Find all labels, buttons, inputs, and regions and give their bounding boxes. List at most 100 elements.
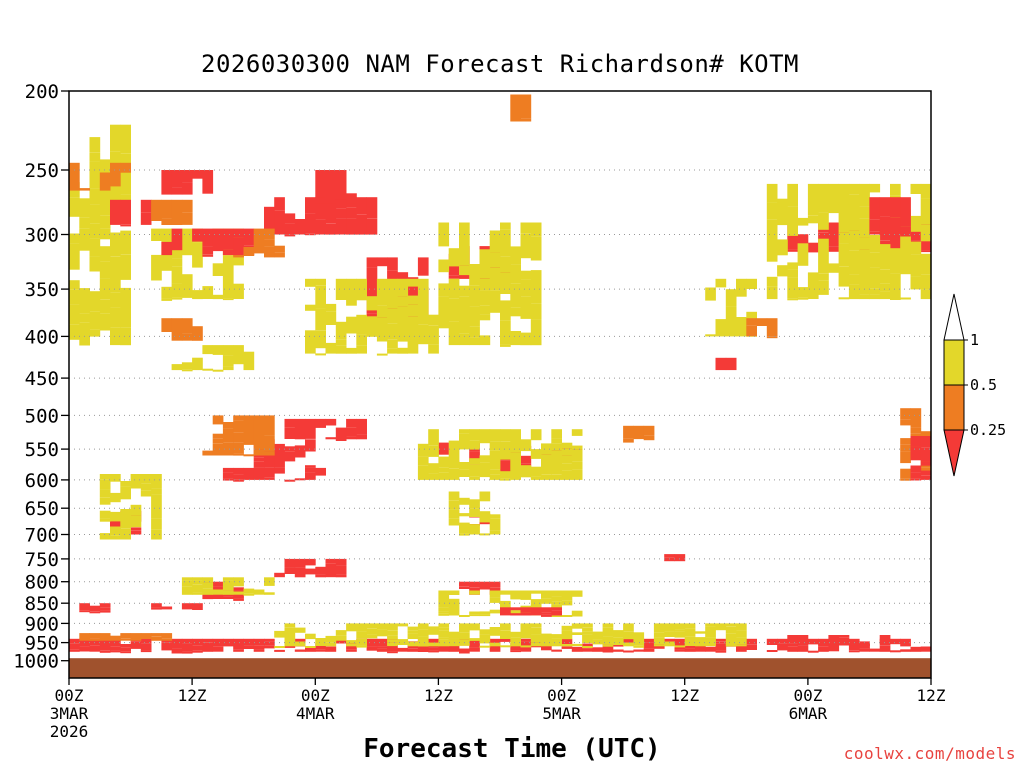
heatmap-cell — [879, 635, 891, 644]
heatmap-cell — [417, 623, 429, 629]
y-tick-label: 650 — [25, 498, 59, 520]
heatmap-cell — [428, 449, 439, 457]
heatmap-cell — [448, 631, 460, 639]
heatmap-cell — [335, 278, 347, 300]
heatmap-cell — [500, 630, 511, 639]
heatmap-cell — [479, 611, 491, 615]
heatmap-cell — [787, 646, 798, 652]
heatmap-cell — [110, 646, 121, 651]
heatmap-cell — [110, 256, 121, 270]
heatmap-cell — [489, 429, 501, 442]
heatmap-cell — [571, 610, 583, 615]
heatmap-cell — [541, 474, 552, 480]
heatmap-cell — [438, 598, 450, 608]
heatmap-cell — [479, 314, 491, 321]
heatmap-cell — [120, 224, 131, 227]
heatmap-cell — [489, 638, 501, 646]
heatmap-cell — [171, 187, 183, 195]
heatmap-cell — [264, 206, 275, 235]
heatmap-cell — [541, 633, 552, 640]
heatmap-cell — [643, 643, 655, 649]
heatmap-cell — [335, 199, 347, 204]
heatmap-cell — [294, 478, 306, 481]
heatmap-cell — [356, 314, 367, 335]
heatmap-cell — [530, 289, 542, 304]
heatmap-cell — [243, 588, 255, 594]
y-tick-label: 800 — [25, 572, 59, 594]
heatmap-cell — [551, 601, 562, 605]
heatmap-cell — [89, 329, 101, 337]
heatmap-cell — [202, 577, 214, 583]
heatmap-cell — [305, 346, 316, 354]
heatmap-cell — [171, 648, 183, 652]
heatmap-cell — [489, 531, 501, 535]
x-tick-label: 12Z — [424, 686, 453, 705]
heatmap-cell — [99, 610, 111, 613]
credit-text[interactable]: coolwx.com/models — [843, 744, 1016, 763]
axes: 200 250 300 350 400 450 500 550 600 650 7007508008… — [13, 81, 946, 741]
heatmap-cell — [407, 648, 419, 652]
heatmap-cell — [417, 650, 429, 652]
heatmap-cell — [264, 415, 275, 425]
heatmap-cell — [171, 248, 183, 259]
heatmap-cell — [489, 469, 501, 475]
heatmap-cell — [541, 607, 552, 613]
heatmap-cell — [222, 442, 234, 456]
heatmap-cell — [530, 429, 542, 441]
heatmap-cell — [387, 639, 398, 643]
heatmap-cell — [848, 643, 860, 646]
heatmap-cell — [428, 642, 439, 647]
heatmap-cell — [407, 278, 419, 287]
heatmap-cell — [551, 450, 562, 463]
heatmap-cell — [612, 649, 624, 652]
heatmap-cell — [417, 324, 429, 345]
heatmap-cell — [890, 197, 901, 218]
heatmap-cell — [233, 479, 244, 482]
heatmap-cell — [305, 304, 316, 311]
heatmap-cell — [459, 222, 470, 240]
heatmap-cell — [561, 615, 573, 617]
heatmap-cell — [335, 439, 347, 441]
heatmap-cell — [725, 289, 737, 307]
heatmap-cell — [120, 254, 131, 280]
heatmap-cell — [766, 202, 778, 220]
heatmap-cell — [541, 639, 552, 647]
heatmap-cell — [315, 566, 326, 575]
heatmap-cell — [848, 183, 860, 195]
heatmap-cell — [766, 318, 778, 337]
heatmap-cell — [530, 607, 542, 611]
heatmap-cell — [99, 638, 111, 646]
heatmap-cell — [274, 443, 285, 458]
heatmap-cell — [602, 623, 614, 628]
heatmap-cell — [715, 650, 727, 653]
heatmap-cell — [79, 603, 90, 611]
heatmap-cell — [469, 337, 480, 346]
heatmap-cell — [500, 467, 511, 473]
heatmap-cell — [725, 633, 737, 642]
heatmap-cell — [99, 246, 111, 261]
heatmap-cell — [233, 255, 244, 258]
heatmap-cell — [797, 297, 809, 300]
heatmap-cell — [469, 458, 480, 465]
heatmap-cell — [376, 257, 388, 267]
heatmap-cell — [356, 623, 367, 632]
heatmap-cell — [89, 188, 101, 205]
heatmap-cell — [233, 345, 244, 365]
heatmap-cell — [140, 643, 152, 651]
heatmap-cell — [787, 269, 798, 278]
heatmap-cell — [335, 574, 347, 578]
heatmap-cell — [202, 246, 214, 255]
heatmap-cell — [346, 218, 357, 235]
heatmap-cell — [448, 339, 460, 346]
heatmap-cell — [202, 638, 214, 643]
heatmap-cell — [777, 643, 788, 651]
heatmap-cell — [705, 635, 716, 638]
y-tick-label: 700 — [25, 525, 59, 547]
heatmap-cell — [459, 285, 470, 297]
heatmap-cell — [284, 451, 296, 462]
heatmap-cell — [900, 451, 911, 464]
heatmap-cell — [736, 278, 747, 297]
heatmap-cell — [459, 615, 470, 617]
heatmap-cell — [428, 463, 439, 474]
heatmap-cell — [725, 357, 737, 371]
